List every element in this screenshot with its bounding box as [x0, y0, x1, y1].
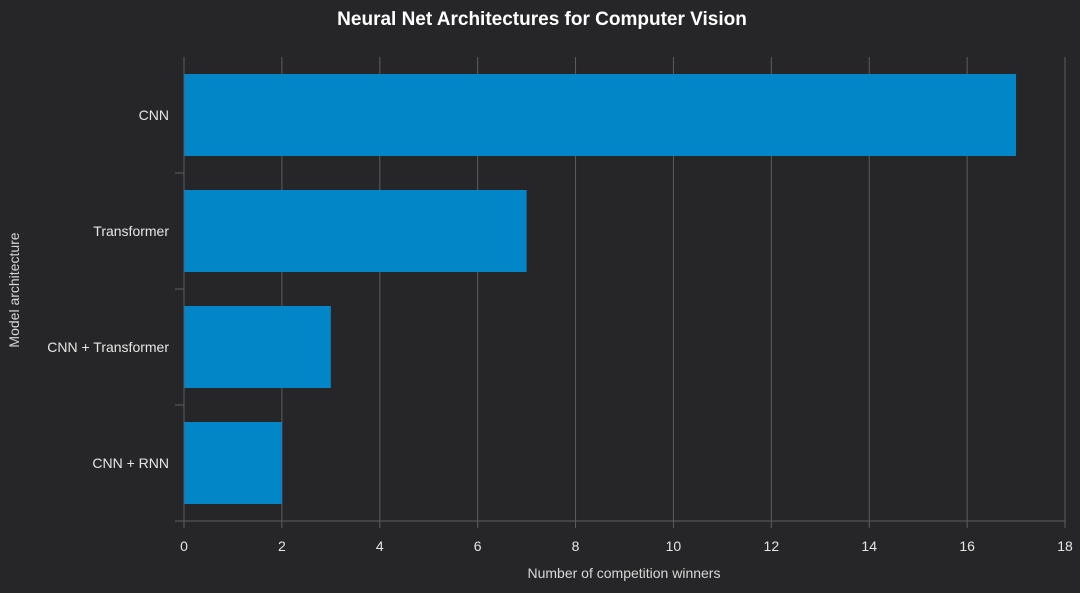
bar-transformer	[184, 190, 527, 272]
x-tick-label: 16	[959, 538, 975, 554]
x-tick-label: 0	[180, 538, 188, 554]
bar-cnn	[184, 74, 1017, 156]
y-tick-label: CNN	[139, 107, 169, 123]
x-tick-label: 8	[572, 538, 580, 554]
y-tick-label: Transformer	[93, 223, 169, 239]
y-tick-label: CNN + RNN	[92, 455, 169, 471]
x-tick-label: 10	[666, 538, 682, 554]
x-tick-label: 2	[278, 538, 286, 554]
bar-cnn-rnn	[184, 422, 282, 504]
y-tick-label: CNN + Transformer	[47, 339, 169, 355]
x-tick-label: 18	[1057, 538, 1073, 554]
x-axis-label: Number of competition winners	[528, 565, 721, 581]
x-tick-label: 12	[764, 538, 780, 554]
chart-title: Neural Net Architectures for Computer Vi…	[337, 9, 747, 30]
y-axis-label: Model architecture	[6, 232, 22, 347]
x-tick-label: 6	[474, 538, 482, 554]
x-tick-label: 4	[376, 538, 384, 554]
bar-cnn-transformer	[184, 306, 331, 388]
x-tick-label: 14	[861, 538, 877, 554]
